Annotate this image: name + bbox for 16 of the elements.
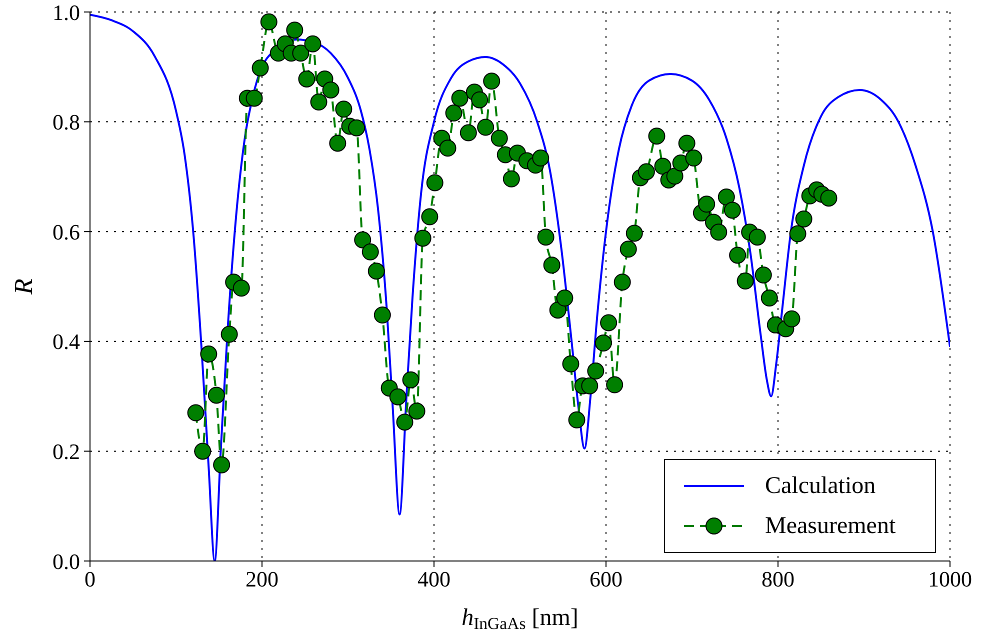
y-axis-title: R [9, 278, 38, 296]
legend-label: Measurement [765, 512, 896, 540]
y-tick-label: 0.2 [52, 439, 80, 464]
x-tick-label: 800 [762, 566, 794, 592]
y-tick-label: 0.4 [52, 329, 80, 354]
x-tick-label: 1000 [928, 566, 972, 592]
x-tick-label: 200 [246, 566, 278, 592]
y-tick-label: 0.6 [52, 219, 80, 244]
y-tick-label: 1.0 [52, 0, 80, 25]
x-tick-label: 0 [84, 566, 96, 592]
y-tick-label: 0.0 [52, 548, 80, 574]
y-tick-label: 0.8 [52, 110, 80, 135]
x-tick-label: 400 [418, 566, 450, 592]
legend-label: Calculation [765, 472, 876, 500]
x-tick-label: 600 [590, 566, 622, 592]
x-axis-title: h$_{InGaAs}$ [nm] [462, 605, 578, 634]
